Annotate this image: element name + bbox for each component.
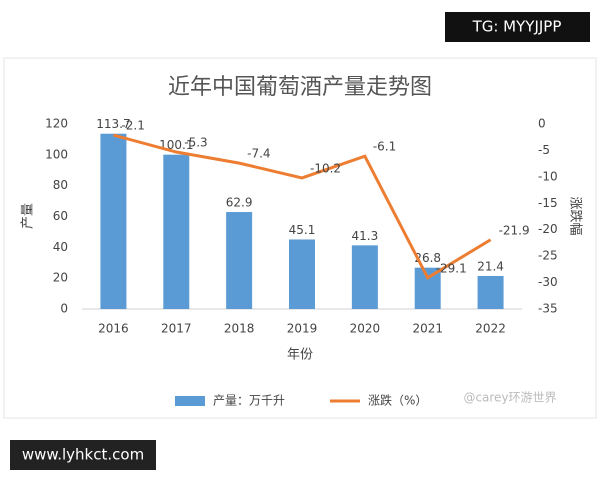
y-tick-label: 0 — [60, 302, 68, 316]
legend-label: 产量：万千升 — [213, 394, 285, 408]
bar-value-label: 113.7 — [96, 117, 130, 131]
y-tick-label: 120 — [45, 117, 68, 131]
bar — [289, 239, 315, 309]
y-axis-label: 产量 — [21, 203, 36, 229]
x-tick-label: 2021 — [412, 322, 443, 336]
line — [113, 133, 492, 280]
y-tick-label: 80 — [53, 178, 68, 192]
bar — [477, 276, 504, 309]
bar — [100, 133, 127, 309]
y2-tick-label: 0 — [538, 117, 546, 131]
watermark: @carey环游世界 — [463, 391, 556, 405]
x-tick-label: 2017 — [161, 322, 192, 336]
line-value-label: -5.3 — [184, 136, 207, 150]
x-tick-label: 2018 — [224, 322, 255, 336]
bar-value-label: 45.1 — [289, 223, 316, 237]
watermark-box — [445, 12, 590, 42]
watermark: TG: MYYJJPP — [472, 18, 562, 36]
legend-swatch — [175, 396, 205, 406]
chart-title: 近年中国葡萄酒产量走势图 — [168, 75, 432, 100]
x-tick-label: 2016 — [98, 322, 129, 336]
bar-value-label: 62.9 — [226, 196, 253, 210]
y2-axis-label: 涨跌幅 — [568, 196, 584, 235]
y2-tick-label: -10 — [538, 169, 558, 183]
x-axis-label: 年份 — [287, 348, 313, 363]
line-value-label: -7.4 — [247, 147, 270, 161]
y2-tick-label: -35 — [538, 302, 558, 316]
y2-tick-label: -5 — [538, 143, 550, 157]
y2-tick-label: -20 — [538, 222, 558, 236]
y-tick-label: 100 — [45, 147, 68, 161]
y2-tick-label: -30 — [538, 275, 558, 289]
line-value-label: -2.1 — [121, 119, 144, 133]
watermark-box — [10, 440, 156, 470]
watermark: www.lyhkct.com — [22, 446, 144, 464]
x-tick-label: 2019 — [287, 322, 318, 336]
bar — [163, 154, 190, 309]
bar — [226, 212, 253, 309]
line-value-label: -6.1 — [373, 140, 396, 154]
bar-value-label: 41.3 — [351, 229, 378, 243]
line-value-label: -29.1 — [436, 261, 467, 275]
x-tick-label: 2022 — [475, 322, 506, 336]
y2-tick-label: -15 — [538, 196, 558, 210]
x-tick-label: 2020 — [350, 322, 381, 336]
legend-label: 涨跌（%） — [368, 393, 427, 408]
line-value-label: -21.9 — [499, 223, 530, 237]
y-tick-label: 40 — [53, 240, 68, 254]
chart-frame — [3, 57, 597, 419]
bar — [351, 245, 378, 309]
y2-tick-label: -25 — [538, 249, 558, 263]
line-value-label: -10.2 — [310, 161, 341, 175]
bar-value-label: 21.4 — [477, 260, 504, 274]
y-tick-label: 20 — [53, 271, 68, 285]
y-tick-label: 60 — [53, 209, 68, 223]
